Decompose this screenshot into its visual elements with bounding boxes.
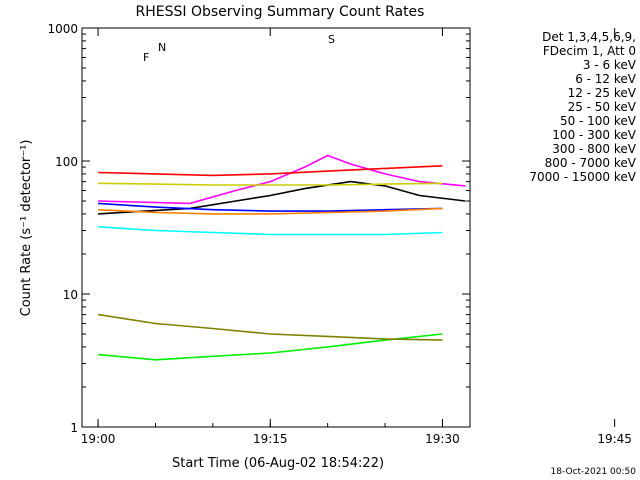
series-line-5 [98,165,443,177]
series-line-1 [98,154,466,205]
series-line-8 [97,313,443,341]
chart-title: RHESSI Observing Summary Count Rates [136,4,425,20]
series-line-2 [98,333,443,361]
y-axis-ticks: 1 10 100 1000 [47,22,470,435]
annotation-label-f: F [143,51,149,64]
series-line-4 [98,182,443,186]
annotation-label-s: S [328,33,335,46]
legend-header-line-1: Det 1,3,4,5,6,9, [542,30,636,44]
legend-entry-6: 300 - 800 keV [552,142,636,156]
legend-entry-0: 3 - 6 keV [583,58,637,72]
footer-timestamp: 18-Oct-2021 00:50 [551,467,637,477]
y-tick-label-0: 1 [70,421,78,435]
x-tick-label-0: 19:00 [81,432,116,446]
legend-header-line-2: FDecim 1, Att 0 [543,44,636,58]
legend: Det 1,3,4,5,6,9, FDecim 1, Att 0 3 - 6 k… [529,30,636,184]
y-tick-label-3: 1000 [47,22,78,36]
series-line-7 [98,207,443,215]
y-tick-label-1: 10 [63,288,78,302]
plot-area [81,27,471,428]
x-axis-label: Start Time (06-Aug-02 18:54:22) [172,456,384,471]
legend-entry-8: 7000 - 15000 keV [529,170,636,184]
legend-entry-2: 12 - 25 keV [568,86,637,100]
annotations-group: FN S [143,33,335,64]
y-tick-label-2: 100 [55,155,78,169]
annotation-label-n: N [158,41,166,54]
x-tick-label-3: 19:45 [597,432,632,446]
x-tick-label-1: 19:15 [253,432,288,446]
legend-entry-7: 800 - 7000 keV [545,156,637,170]
series-line-3 [98,226,443,236]
legend-entry-5: 100 - 300 keV [552,128,636,142]
legend-entry-1: 6 - 12 keV [575,72,637,86]
series-group [97,154,466,361]
y-axis-label: Count Rate (s⁻¹ detector⁻¹) [19,140,34,317]
series-line-0 [98,180,466,215]
x-tick-label-2: 19:30 [425,432,460,446]
legend-entry-3: 25 - 50 keV [568,100,637,114]
series-line-6 [98,202,443,212]
legend-entry-4: 50 - 100 keV [560,114,637,128]
